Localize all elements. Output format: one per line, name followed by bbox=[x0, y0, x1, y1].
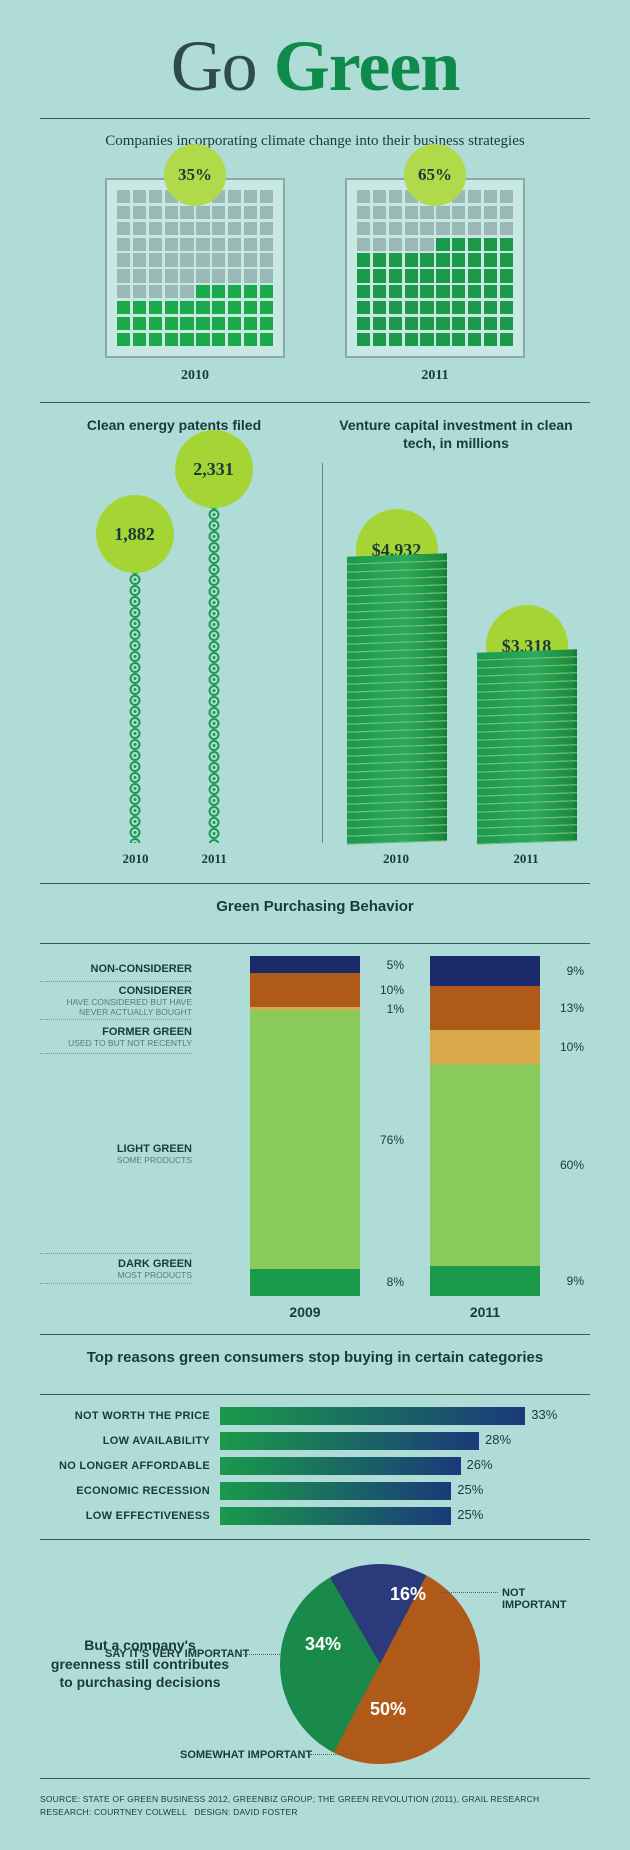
reason-pct: 33% bbox=[531, 1407, 557, 1422]
segment-pct: 1% bbox=[387, 1002, 404, 1016]
footer: SOURCE: STATE OF GREEN BUSINESS 2012, GR… bbox=[40, 1793, 590, 1819]
title-green: Green bbox=[274, 26, 460, 106]
patent-value-badge: 2,331 bbox=[175, 430, 253, 508]
main-title: Go Green bbox=[40, 25, 590, 108]
segment-pct: 13% bbox=[560, 1001, 584, 1015]
pct-badge: 35% bbox=[164, 144, 226, 206]
category-label: CONSIDERER bbox=[40, 985, 192, 997]
pie-pct: 34% bbox=[305, 1634, 341, 1655]
segment-pct: 60% bbox=[560, 1158, 584, 1172]
reason-row: ECONOMIC RECESSION 25% bbox=[40, 1482, 590, 1500]
reason-label: ECONOMIC RECESSION bbox=[40, 1485, 220, 1497]
reason-row: NO LONGER AFFORDABLE 26% bbox=[40, 1457, 590, 1475]
reason-label: NOT WORTH THE PRICE bbox=[40, 1410, 220, 1422]
patents-chart: 1,8822,331 bbox=[40, 463, 308, 843]
reason-bar bbox=[220, 1407, 525, 1425]
footer-source: SOURCE: STATE OF GREEN BUSINESS 2012, GR… bbox=[40, 1793, 590, 1806]
year-label: 2011 bbox=[476, 851, 576, 867]
section3-title: Green Purchasing Behavior bbox=[40, 898, 590, 915]
reason-row: LOW AVAILABILITY 28% bbox=[40, 1432, 590, 1450]
year-label: 2010 bbox=[123, 851, 147, 867]
category-label: LIGHT GREEN bbox=[40, 1143, 192, 1155]
waffle-row: 35%201065%2011 bbox=[40, 178, 590, 384]
pie-label: NOT IMPORTANT bbox=[502, 1587, 590, 1611]
reason-bar bbox=[220, 1457, 461, 1475]
pct-badge: 65% bbox=[404, 144, 466, 206]
patent-value-badge: 1,882 bbox=[96, 495, 174, 573]
pie-section: But a company's greenness still contribu… bbox=[40, 1554, 590, 1774]
year-label: 2010 bbox=[105, 368, 285, 384]
pie-pct: 50% bbox=[370, 1699, 406, 1720]
stacked-bar: 9%13%10%60%9% bbox=[430, 956, 540, 1296]
reason-row: NOT WORTH THE PRICE 33% bbox=[40, 1407, 590, 1425]
segment-pct: 10% bbox=[560, 1040, 584, 1054]
title-go: Go bbox=[171, 26, 257, 106]
section1-title: Companies incorporating climate change i… bbox=[40, 133, 590, 150]
reason-pct: 28% bbox=[485, 1432, 511, 1447]
patents-title: Clean energy patents filed bbox=[40, 417, 308, 453]
reasons-chart: NOT WORTH THE PRICE 33% LOW AVAILABILITY 28… bbox=[40, 1407, 590, 1525]
pie-chart: 16%50%34%NOT IMPORTANTSAY IT'S VERY IMPO… bbox=[240, 1554, 590, 1774]
segment-pct: 5% bbox=[387, 958, 404, 972]
vc-chart: $4,932$3,318 bbox=[322, 463, 590, 843]
category-label: NON-CONSIDERER bbox=[40, 963, 192, 975]
reason-bar bbox=[220, 1432, 479, 1450]
pie-label: SOMEWHAT IMPORTANT bbox=[180, 1749, 312, 1761]
category-label: FORMER GREEN bbox=[40, 1026, 192, 1038]
year-label: 2011 bbox=[345, 368, 525, 384]
segment-pct: 9% bbox=[567, 964, 584, 978]
reason-row: LOW EFFECTIVENESS 25% bbox=[40, 1507, 590, 1525]
row-patents-vc: Clean energy patents filed 1,8822,331 20… bbox=[40, 417, 590, 867]
segment-pct: 10% bbox=[380, 983, 404, 997]
reason-label: LOW AVAILABILITY bbox=[40, 1435, 220, 1447]
reason-bar bbox=[220, 1507, 451, 1525]
footer-credits: RESEARCH: COURTNEY COLWELL DESIGN: DAVID… bbox=[40, 1806, 590, 1819]
year-label: 2010 bbox=[346, 851, 446, 867]
reason-pct: 25% bbox=[457, 1482, 483, 1497]
segment-pct: 8% bbox=[387, 1275, 404, 1289]
category-label: DARK GREEN bbox=[40, 1258, 192, 1270]
reason-bar bbox=[220, 1482, 451, 1500]
pie-pct: 16% bbox=[390, 1584, 426, 1605]
vc-title: Venture capital investment in clean tech… bbox=[322, 417, 590, 453]
pie-label: SAY IT'S VERY IMPORTANT bbox=[105, 1648, 249, 1660]
segment-pct: 76% bbox=[380, 1133, 404, 1147]
stacked-chart: NON-CONSIDERERCONSIDERERHAVE CONSIDERED … bbox=[40, 956, 590, 1296]
pie-lead-text: But a company's greenness still contribu… bbox=[40, 1636, 240, 1693]
stacked-bar: 5%10%1%76%8% bbox=[250, 956, 360, 1296]
section4-title: Top reasons green consumers stop buying … bbox=[40, 1349, 590, 1366]
segment-pct: 9% bbox=[567, 1274, 584, 1288]
reason-pct: 25% bbox=[457, 1507, 483, 1522]
year-label: 2011 bbox=[202, 851, 226, 867]
year-label: 2011 bbox=[430, 1304, 540, 1320]
reason-label: NO LONGER AFFORDABLE bbox=[40, 1460, 220, 1472]
year-label: 2009 bbox=[250, 1304, 360, 1320]
pie-donut bbox=[280, 1564, 480, 1764]
reason-pct: 26% bbox=[466, 1457, 492, 1472]
reason-label: LOW EFFECTIVENESS bbox=[40, 1510, 220, 1522]
